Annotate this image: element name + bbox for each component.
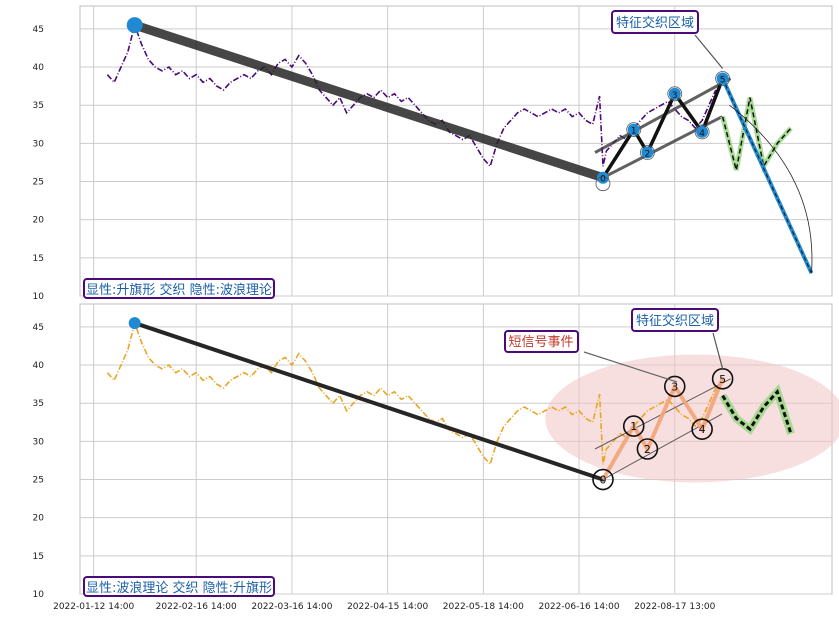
- x-tick-label: 2022-03-16 14:00: [251, 602, 332, 612]
- x-tick-label: 2022-08-17 13:00: [634, 602, 715, 612]
- pattern-point-marker: [627, 123, 640, 136]
- pattern-point-ring: [694, 124, 710, 140]
- y-tick-label: 40: [33, 63, 45, 73]
- bottom-panel-content: 0 12 3 4 5: [106, 317, 839, 491]
- pattern-point-label: 3: [672, 91, 678, 101]
- pattern-point-ring: [715, 71, 731, 86]
- y-tick-label: 20: [33, 514, 45, 524]
- main-trend-line: [132, 321, 605, 482]
- pattern-point-marker: [696, 125, 709, 138]
- pattern-point-ring: [640, 145, 655, 160]
- pattern-point-label: 1: [631, 127, 637, 137]
- pattern-point-label: 4: [699, 129, 705, 139]
- y-tick-label: 40: [33, 361, 45, 371]
- pattern-point-ring: [667, 86, 683, 102]
- y-tick-label: 10: [33, 292, 45, 302]
- bottom-signal-box: 短信号事件: [504, 330, 579, 353]
- y-tick-label: 35: [33, 399, 44, 409]
- price-series-line: [106, 320, 717, 466]
- pattern-point-marker: [641, 146, 654, 159]
- bottom-caption-box: 显性:波浪理论 交织 隐性:升旗形: [83, 576, 275, 597]
- pattern-point-label: 3: [671, 380, 678, 393]
- pattern-point-marker: [596, 171, 609, 184]
- x-tick-label: 2022-05-18 14:00: [443, 602, 524, 612]
- bottom-panel-caption: 显性:波浪理论 交织 隐性:升旗形: [86, 580, 272, 596]
- top-panel-frame: [79, 5, 833, 297]
- pattern-point-ring: [691, 418, 713, 440]
- signal-arrow: [583, 351, 678, 383]
- top-feature-zone-label: 特征交织区域: [616, 15, 694, 31]
- zone-arrow: [712, 332, 724, 369]
- zone-arrow: [694, 34, 724, 69]
- bottom-feature-zone-label: 特征交织区域: [636, 313, 714, 329]
- pattern-point-ring: [622, 415, 645, 437]
- top-panel-content: 0 1 2 3 4 5: [106, 17, 814, 274]
- y-tick-label: 25: [33, 476, 44, 486]
- trend-start-marker: [126, 17, 143, 34]
- top-caption-box: 显性:升旗形 交织 隐性:波浪理论: [83, 278, 275, 299]
- pattern-point-label: 0: [600, 175, 606, 185]
- top-panel-caption: 显性:升旗形 交织 隐性:波浪理论: [86, 282, 272, 298]
- x-tick-label: 2022-02-16 14:00: [156, 602, 237, 612]
- x-tick-label: 2022-04-15 14:00: [347, 602, 428, 612]
- pattern-point-ring: [626, 122, 642, 138]
- pattern-point-label: 0: [599, 474, 606, 487]
- highlight-ellipse: [545, 354, 839, 483]
- bottom-short-signal-label: 短信号事件: [508, 335, 573, 350]
- pattern-point-marker: [716, 72, 729, 85]
- bottom-y-tick-labels: 10 15 20 25 30 35 40 45: [33, 323, 45, 600]
- top-y-tick-labels: 10 15 20 25 30 35 40 45: [33, 25, 45, 302]
- y-tick-label: 15: [33, 552, 44, 562]
- pattern-point-label: 1: [630, 420, 637, 433]
- top-feature-zone-box: 特征交织区域: [611, 10, 699, 34]
- y-tick-label: 45: [33, 25, 44, 35]
- pattern-point-ring: [636, 438, 659, 460]
- pattern-point-label: 5: [719, 373, 726, 386]
- pattern-point-marker: [668, 87, 681, 100]
- y-tick-label: 15: [33, 254, 44, 264]
- y-tick-label: 30: [33, 139, 45, 149]
- pattern-point-ring: [592, 468, 614, 491]
- y-tick-label: 30: [33, 437, 45, 447]
- pattern-point-label: 2: [644, 443, 651, 456]
- projection-down-dashed: [722, 78, 812, 274]
- y-tick-label: 45: [33, 323, 44, 333]
- y-tick-label: 20: [33, 216, 45, 226]
- projection-arc: [729, 104, 813, 274]
- trend-start-marker: [128, 317, 141, 330]
- top-grid: [80, 6, 832, 297]
- y-tick-label: 10: [33, 590, 45, 600]
- bottom-feature-zone-box: 特征交织区域: [631, 308, 719, 332]
- y-tick-label: 35: [33, 101, 44, 111]
- projection-dashed: [721, 388, 793, 435]
- main-trend-line: [130, 20, 608, 183]
- projection-dashed: [721, 97, 792, 171]
- x-tick-label: 2022-01-12 14:00: [53, 602, 134, 612]
- x-tick-labels: 2022-01-12 14:00 2022-02-16 14:00 2022-03-…: [53, 602, 715, 612]
- x-tick-label: 2022-06-16 14:00: [538, 602, 619, 612]
- pattern-point-ring: [595, 176, 611, 192]
- pattern-point-label: 5: [720, 76, 726, 86]
- y-tick-label: 25: [33, 178, 44, 188]
- pattern-point-ring: [663, 375, 686, 398]
- pattern-point-label: 2: [645, 150, 651, 160]
- wave-pattern-line: [601, 77, 725, 179]
- pattern-point-label: 4: [699, 423, 706, 436]
